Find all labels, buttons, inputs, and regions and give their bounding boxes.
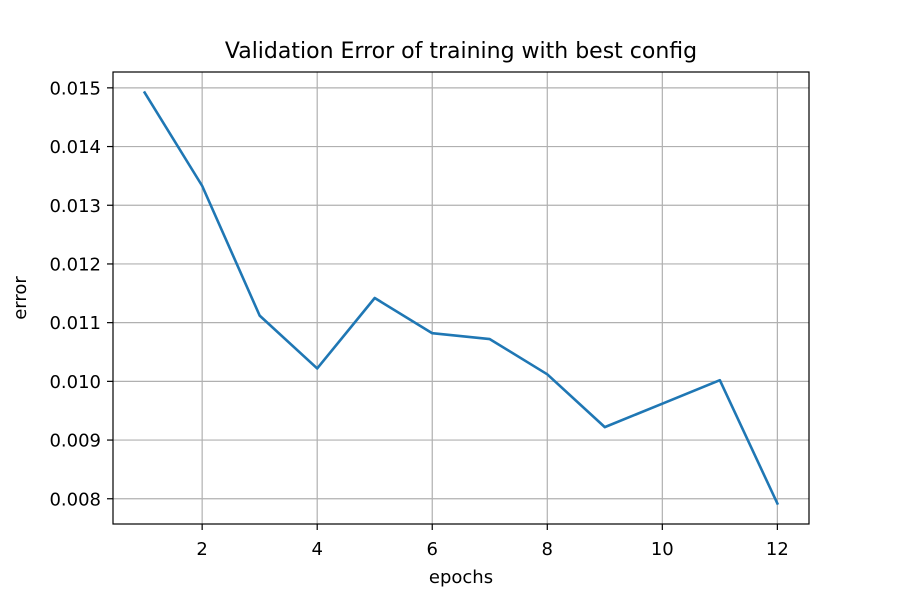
y-tick-label: 0.011 bbox=[49, 313, 101, 334]
x-tick-label: 12 bbox=[766, 539, 789, 560]
y-tick-label: 0.009 bbox=[49, 431, 101, 452]
y-tick-label: 0.015 bbox=[49, 78, 101, 99]
x-tick-label: 8 bbox=[542, 539, 553, 560]
series-line bbox=[145, 93, 778, 504]
x-tick-label: 4 bbox=[311, 539, 322, 560]
y-axis-label: error bbox=[10, 276, 31, 320]
y-tick-label: 0.013 bbox=[49, 196, 101, 217]
x-tick-label: 2 bbox=[196, 539, 207, 560]
tick-layer: 2 4 6 8 10 12 0.008 0.009 0.010 0.011 0.012 0.013 0.… bbox=[49, 78, 788, 560]
plot-frame bbox=[113, 72, 809, 524]
x-tick-label: 6 bbox=[427, 539, 438, 560]
y-tick-label: 0.010 bbox=[49, 372, 101, 393]
x-axis-label: epochs bbox=[429, 567, 493, 588]
x-tick-label: 10 bbox=[651, 539, 674, 560]
chart-title: Validation Error of training with best c… bbox=[225, 39, 697, 64]
series-layer bbox=[145, 93, 778, 504]
y-tick-label: 0.012 bbox=[49, 254, 101, 275]
y-tick-label: 0.008 bbox=[49, 489, 101, 510]
grid-lines bbox=[113, 72, 809, 524]
y-tick-label: 0.014 bbox=[49, 137, 101, 158]
